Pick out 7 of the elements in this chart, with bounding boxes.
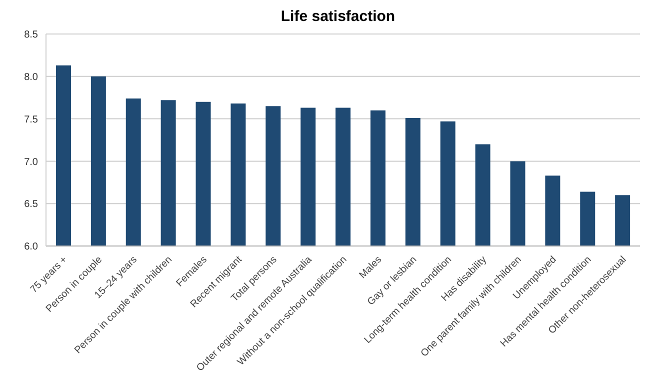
y-tick-label: 6.5 xyxy=(24,199,38,210)
y-tick-label: 8.0 xyxy=(24,72,38,83)
y-tick-label: 6.0 xyxy=(24,242,38,253)
chart-title: Life satisfaction xyxy=(280,8,396,27)
y-tick-label: 8.5 xyxy=(24,30,38,41)
y-tick-label: 7.5 xyxy=(24,114,38,126)
y-tick-label: 7.0 xyxy=(24,156,38,168)
